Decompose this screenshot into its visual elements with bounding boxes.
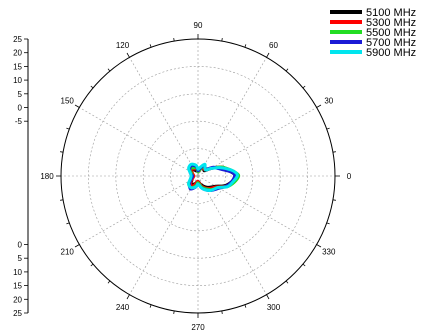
angle-tick [173,310,175,314]
grid-spoke [79,107,199,177]
angle-tick [316,104,322,108]
grid-spoke [197,57,267,177]
angle-tick [60,151,64,153]
radial-tick-label: 0 [18,241,23,250]
radial-tick-label: 25 [13,309,22,318]
radial-tick-label: 5 [18,90,23,99]
angle-label-270: 270 [191,323,205,331]
angle-tick [244,44,247,48]
angle-tick [90,85,94,89]
angle-label-330: 330 [322,248,336,257]
legend-label: 5500 MHz [366,27,416,39]
angle-label-90: 90 [194,21,203,30]
grid-ring [142,120,254,232]
grid-ring [115,93,281,259]
grid-spoke [129,175,199,295]
grid-spoke [197,175,267,295]
angle-tick [107,68,111,72]
angle-tick [90,263,94,267]
angle-tick [149,304,152,308]
angle-tick [266,294,270,300]
angle-tick [107,280,111,284]
angle-tick [332,199,336,201]
grid-spoke [197,175,317,245]
angle-tick [221,38,223,42]
angle-tick [302,263,306,267]
radial-tick-label: 10 [13,76,22,85]
angle-tick [221,310,223,314]
angle-tick [66,222,70,225]
angle-tick [66,127,70,130]
radial-tick-label: 15 [13,282,22,291]
angle-label-30: 30 [324,97,333,106]
radial-tick-label: -5 [15,117,23,126]
radial-axis: 25 20 15 10 5 0 -5 0 5 10 15 20 25 [13,35,29,318]
series-5900-mhz [187,162,239,193]
angle-label-180: 180 [40,172,54,181]
legend-label: 5100 MHz [366,7,416,19]
angle-label-210: 210 [61,248,75,257]
series-lines [187,162,241,193]
radial-tick-label: 0 [18,104,23,113]
angle-tick [316,244,322,248]
radial-tick-label: 20 [13,295,22,304]
radial-tick-label: 10 [13,268,22,277]
grid-spoke [197,107,317,177]
grid-ring [170,148,226,204]
angle-tick [126,52,130,58]
legend-label: 5700 MHz [366,37,416,49]
angle-label-0: 0 [347,172,352,181]
radial-tick-label: 5 [18,254,23,263]
angle-tick [173,38,175,42]
angle-tick-labels: 0 30 60 90 120 150 180 210 240 270 300 330 [40,21,351,331]
grid-spoke [129,57,199,177]
angle-tick [332,151,336,153]
angle-tick [326,127,330,130]
angle-tick [60,199,64,201]
angle-tick [326,222,330,225]
polar-grid [56,34,340,318]
legend-label: 5900 MHz [366,47,416,59]
angle-tick [285,68,289,72]
angle-tick [244,304,247,308]
angle-label-300: 300 [267,303,281,312]
radial-tick-label: 20 [13,49,22,58]
angle-label-240: 240 [116,303,130,312]
grid-spoke [79,175,199,245]
legend-label: 5300 MHz [366,17,416,29]
angle-tick [149,44,152,48]
angle-label-120: 120 [116,41,130,50]
angle-tick [74,244,80,248]
radial-tick-label: 25 [13,35,22,44]
angle-label-150: 150 [61,97,75,106]
angle-tick [302,85,306,89]
radial-tick-label: 15 [13,62,22,71]
angle-tick [266,52,270,58]
angle-tick [285,280,289,284]
angle-tick [74,104,80,108]
angle-tick [126,294,130,300]
angle-label-60: 60 [269,41,278,50]
